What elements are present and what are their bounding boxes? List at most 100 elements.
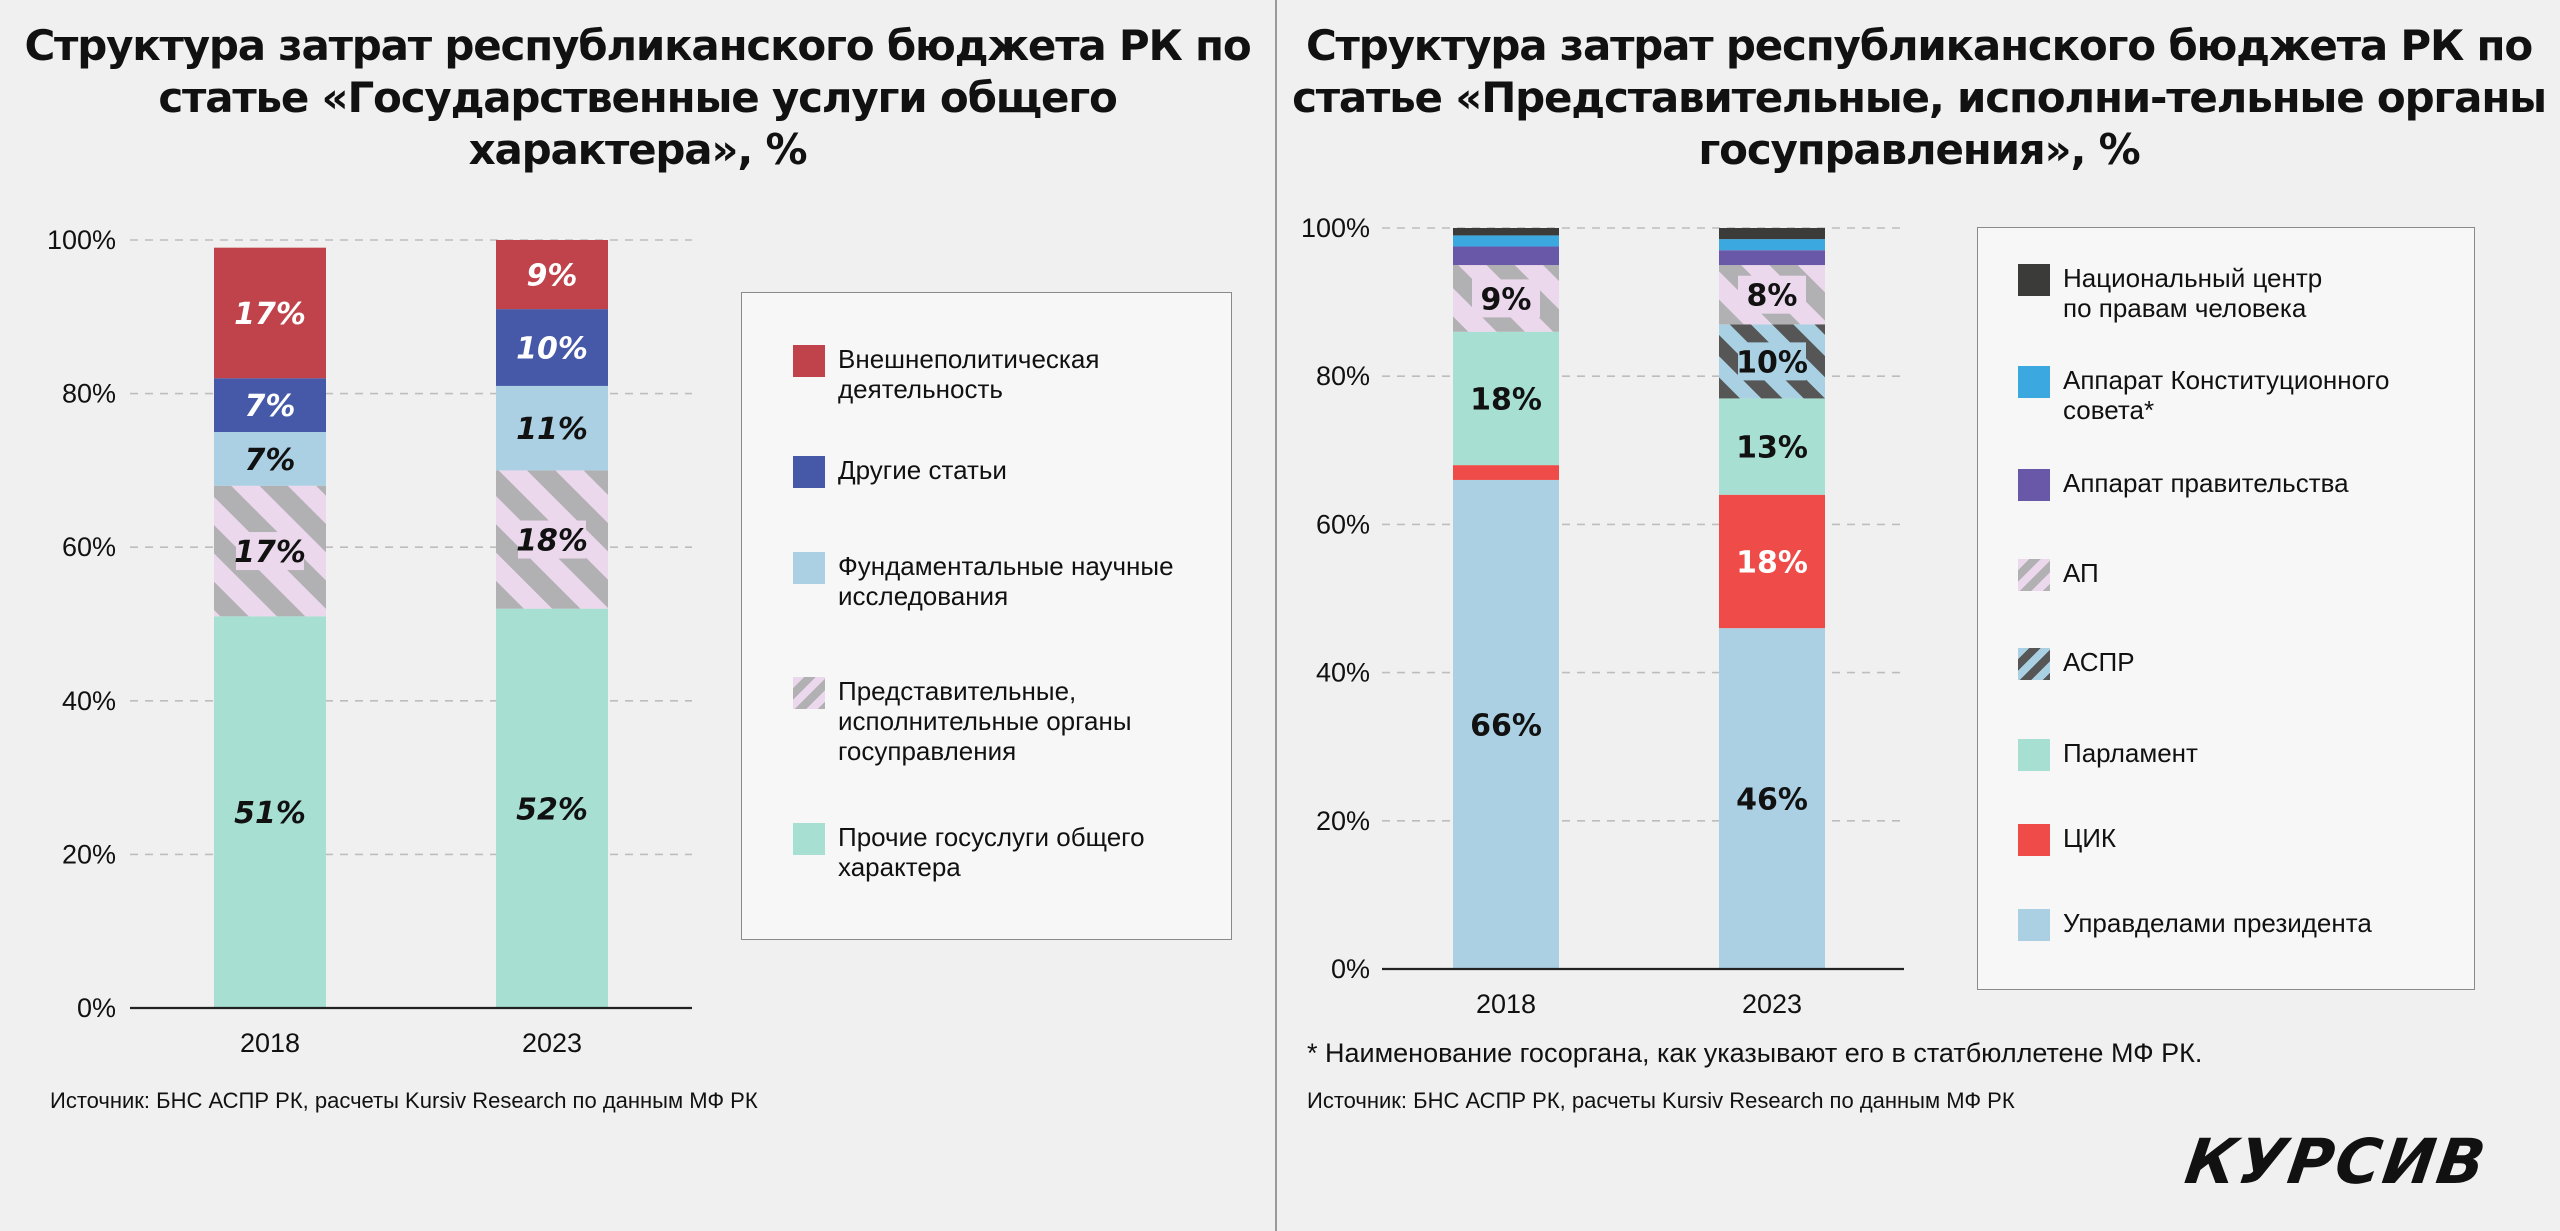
legend-label: Аппарат правительства bbox=[2063, 468, 2349, 498]
legend-swatch bbox=[2018, 909, 2050, 941]
legend-label: ЦИК bbox=[2063, 823, 2117, 853]
legend-label: Представительные, исполнительные органы … bbox=[838, 676, 1132, 766]
y-tick-label: 60% bbox=[1316, 509, 1370, 539]
legend-label: Управделами президента bbox=[2063, 908, 2372, 938]
data-label: 8% bbox=[1747, 279, 1798, 314]
y-tick-label: 80% bbox=[1316, 361, 1370, 391]
chart-1-plot: 0% 20% 40% 60% 80% 100% 66% 18% 9% 2018 46% 18% 13% 1… bbox=[1301, 213, 1904, 1019]
data-label: 11% bbox=[516, 412, 588, 447]
kursiv-logo: КУРСИВ bbox=[2180, 1125, 2492, 1198]
data-label: 17% bbox=[234, 535, 306, 570]
data-label: 18% bbox=[1736, 545, 1808, 580]
bar-segment bbox=[496, 240, 608, 310]
data-label: 66% bbox=[1470, 708, 1542, 743]
bar-segment bbox=[1453, 479, 1559, 969]
bar-segment bbox=[214, 616, 326, 1008]
y-tick-label: 100% bbox=[1301, 213, 1370, 243]
panel-divider bbox=[1275, 0, 1277, 1231]
legend-label: Внешнеполитическая деятельность bbox=[838, 344, 1100, 404]
bar-segment bbox=[1453, 228, 1559, 236]
y-tick-label: 20% bbox=[62, 839, 116, 869]
bar-segment bbox=[1719, 628, 1825, 969]
data-label: 10% bbox=[516, 332, 588, 367]
data-label: 46% bbox=[1736, 783, 1808, 818]
legend-swatch bbox=[2018, 264, 2050, 296]
data-label: 9% bbox=[1481, 282, 1532, 317]
bar-segment bbox=[214, 247, 326, 379]
y-tick-label: 0% bbox=[1331, 954, 1370, 984]
left-chart-panel: Структура затрат республиканского бюджет… bbox=[0, 0, 1275, 1231]
legend-swatch bbox=[793, 456, 825, 488]
right-source: Источник: БНС АСПР РК, расчеты Kursiv Re… bbox=[1307, 1088, 2015, 1113]
legend-label: Прочие госуслуги общего характера bbox=[838, 822, 1145, 882]
legend-swatch bbox=[2018, 739, 2050, 771]
bar-segment bbox=[214, 378, 326, 432]
legend-swatch bbox=[2018, 469, 2050, 501]
legend-label: АП bbox=[2063, 558, 2099, 588]
legend-label: Национальный центр по правам человека bbox=[2063, 263, 2323, 323]
bar-segment bbox=[1453, 465, 1559, 480]
bar-segment bbox=[496, 309, 608, 386]
data-label: 18% bbox=[516, 524, 588, 559]
bar-segment bbox=[1453, 331, 1559, 466]
x-tick-label: 2018 bbox=[1476, 989, 1536, 1019]
right-legend: Национальный центр по правам человека Апп… bbox=[1977, 227, 2475, 990]
legend-swatch bbox=[2018, 648, 2050, 680]
data-label: 17% bbox=[234, 297, 306, 332]
y-tick-label: 80% bbox=[62, 379, 116, 409]
data-label-bg bbox=[1738, 275, 1806, 314]
right-chart-panel: Структура затрат республиканского бюджет… bbox=[1278, 0, 2560, 1231]
data-label: 9% bbox=[527, 259, 578, 294]
bar-segment bbox=[1719, 250, 1825, 266]
bar-segment bbox=[1719, 228, 1825, 240]
bar-segment bbox=[496, 608, 608, 1008]
bar-segment bbox=[1719, 239, 1825, 251]
legend-swatch bbox=[793, 677, 825, 709]
data-label-bg bbox=[518, 520, 586, 559]
legend-swatch bbox=[793, 552, 825, 584]
bar-segment bbox=[214, 432, 326, 486]
chart-0-plot: 0% 20% 40% 60% 80% 100% 51% 17% 7% 7% 17% 2018 52% 18… bbox=[47, 225, 692, 1058]
legend-swatch bbox=[793, 345, 825, 377]
y-tick-label: 60% bbox=[62, 532, 116, 562]
y-tick-label: 0% bbox=[77, 993, 116, 1023]
data-label-bg bbox=[236, 532, 304, 571]
bar-segment bbox=[1719, 494, 1825, 629]
legend-swatch bbox=[2018, 559, 2050, 591]
bar-segment bbox=[1719, 398, 1825, 495]
data-label-bg bbox=[1738, 342, 1806, 381]
right-chart-title: Структура затрат республиканского бюджет… bbox=[1292, 21, 2547, 174]
bar-segment bbox=[1453, 235, 1559, 247]
data-label: 7% bbox=[245, 389, 296, 424]
bar-segment bbox=[496, 385, 608, 471]
y-tick-label: 20% bbox=[1316, 806, 1370, 836]
left-chart-svg: 0% 20% 40% 60% 80% 100% 51% 17% 7% 7% 17% 2018 52% 18… bbox=[47, 225, 692, 1058]
left-chart-title: Структура затрат республиканского бюджет… bbox=[24, 21, 1251, 174]
data-label: 10% bbox=[1736, 345, 1808, 380]
legend-label: Парламент bbox=[2063, 738, 2198, 768]
data-label: 7% bbox=[245, 443, 296, 478]
legend-label: Аппарат Конституционного совета* bbox=[2063, 365, 2390, 425]
left-source: Источник: БНС АСПР РК, расчеты Kursiv Re… bbox=[50, 1088, 758, 1113]
right-chart-svg: 0% 20% 40% 60% 80% 100% 66% 18% 9% 2018 46% 18% 13% 1… bbox=[1301, 213, 1904, 1019]
y-tick-label: 40% bbox=[62, 686, 116, 716]
data-label: 18% bbox=[1470, 382, 1542, 417]
legend-swatch bbox=[793, 823, 825, 855]
data-label: 13% bbox=[1736, 431, 1808, 466]
y-tick-label: 100% bbox=[47, 225, 116, 255]
data-label: 51% bbox=[234, 796, 306, 831]
data-label-bg bbox=[1472, 279, 1540, 318]
legend-swatch bbox=[2018, 824, 2050, 856]
left-legend: Внешнеполитическая деятельность Другие ст… bbox=[741, 292, 1232, 940]
legend-label: Другие статьи bbox=[838, 455, 1007, 485]
bar-segment bbox=[1453, 246, 1559, 266]
right-footnote: * Наименование госоргана, как указывают … bbox=[1307, 1038, 2203, 1068]
x-tick-label: 2018 bbox=[240, 1028, 300, 1058]
x-tick-label: 2023 bbox=[522, 1028, 582, 1058]
x-tick-label: 2023 bbox=[1742, 989, 1802, 1019]
data-label: 52% bbox=[516, 792, 588, 827]
legend-label: АСПР bbox=[2063, 647, 2135, 677]
legend-swatch bbox=[2018, 366, 2050, 398]
y-tick-label: 40% bbox=[1316, 658, 1370, 688]
legend-label: Фундаментальные научные исследования bbox=[838, 551, 1174, 611]
